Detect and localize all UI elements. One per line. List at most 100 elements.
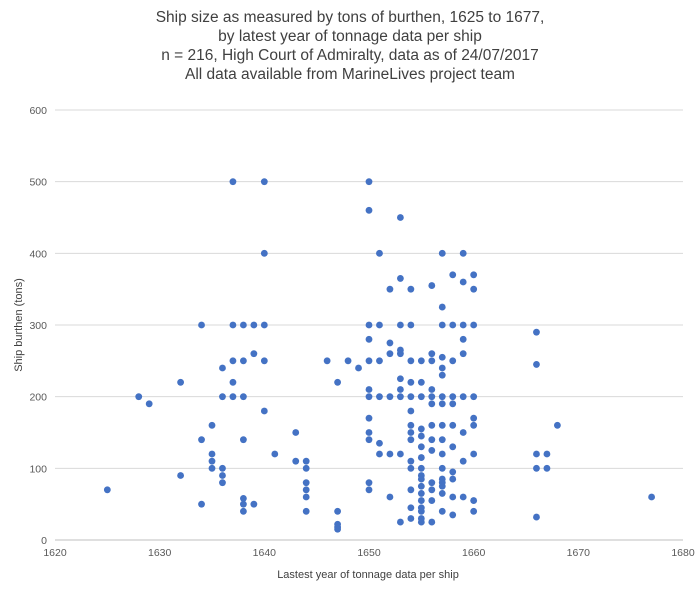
data-point	[449, 468, 457, 476]
data-point	[449, 400, 457, 408]
data-point	[470, 414, 478, 422]
y-tick-label: 300	[29, 320, 47, 332]
data-point	[648, 493, 655, 501]
data-point	[208, 464, 216, 472]
y-tick-label: 400	[29, 248, 47, 260]
data-point	[219, 464, 226, 472]
data-point	[438, 421, 446, 429]
data-point	[145, 400, 153, 408]
data-point	[240, 393, 247, 401]
data-point	[240, 436, 247, 444]
data-point	[407, 357, 415, 365]
data-point	[260, 178, 268, 186]
data-point	[428, 386, 436, 393]
data-point	[428, 518, 436, 526]
data-point	[334, 378, 341, 386]
data-point	[302, 507, 310, 515]
data-point	[407, 429, 415, 436]
data-point	[459, 350, 467, 358]
data-point	[417, 497, 425, 504]
data-point	[365, 479, 373, 487]
data-point	[271, 450, 279, 458]
y-tick-label: 0	[41, 535, 47, 547]
y-tick-label: 600	[29, 105, 47, 117]
data-point	[407, 457, 415, 465]
data-point	[417, 378, 425, 386]
x-tick-label: 1670	[567, 547, 591, 559]
data-point	[470, 321, 478, 329]
data-point	[417, 464, 425, 472]
data-point	[438, 303, 446, 311]
data-point	[449, 511, 457, 519]
data-point	[229, 393, 237, 401]
data-point	[417, 518, 425, 526]
data-point	[302, 457, 310, 465]
data-point	[135, 393, 143, 401]
data-point	[438, 436, 446, 444]
data-point	[229, 357, 237, 365]
data-point	[438, 450, 446, 458]
data-point	[417, 507, 425, 515]
data-point	[438, 464, 446, 472]
data-point	[459, 493, 467, 501]
chart-title-line-3: n = 216, High Court of Admiralty, data a…	[161, 47, 539, 64]
data-point	[355, 364, 362, 372]
data-point	[428, 400, 436, 408]
data-point	[292, 457, 300, 465]
data-point	[365, 436, 373, 444]
data-point	[397, 275, 404, 282]
data-point	[428, 497, 436, 504]
y-tick-label: 200	[29, 392, 47, 404]
data-point	[334, 525, 341, 533]
data-point	[459, 335, 467, 343]
data-point	[543, 464, 551, 472]
data-point	[417, 432, 425, 440]
data-point	[407, 285, 415, 293]
data-point	[302, 486, 310, 494]
data-point	[554, 421, 561, 429]
data-point	[397, 386, 404, 393]
data-point	[386, 285, 394, 293]
data-point	[470, 421, 478, 429]
data-point	[533, 450, 540, 458]
data-point	[302, 464, 310, 472]
data-point	[365, 414, 373, 422]
data-point	[376, 357, 383, 365]
data-point	[386, 450, 394, 458]
data-point	[219, 364, 226, 372]
data-point	[365, 206, 373, 214]
data-point	[438, 364, 446, 372]
data-point	[240, 321, 247, 329]
data-point	[365, 393, 373, 401]
data-point	[417, 482, 425, 490]
data-point	[417, 475, 425, 483]
data-point	[407, 393, 415, 401]
x-tick-label: 1620	[43, 547, 67, 559]
data-point	[397, 214, 404, 221]
data-point	[376, 321, 383, 329]
data-point	[417, 490, 425, 497]
x-tick-label: 1640	[253, 547, 277, 559]
data-point	[438, 321, 446, 329]
x-tick-label: 1630	[148, 547, 172, 559]
data-point	[428, 447, 436, 454]
y-axis-title: Ship burthen (tons)	[13, 278, 25, 372]
x-tick-label: 1660	[462, 547, 486, 559]
data-point	[533, 513, 540, 521]
data-point	[260, 357, 268, 365]
data-point	[365, 321, 373, 329]
data-point	[365, 357, 373, 365]
data-point	[428, 350, 436, 358]
y-tick-label: 500	[29, 177, 47, 189]
data-point	[459, 457, 467, 465]
data-point	[438, 249, 446, 257]
data-point	[407, 436, 415, 444]
x-tick-label: 1680	[671, 547, 695, 559]
data-point	[103, 486, 111, 494]
data-point	[428, 479, 436, 487]
data-point	[449, 421, 457, 429]
data-point	[459, 393, 467, 401]
data-point	[386, 393, 394, 401]
data-point	[449, 493, 457, 501]
data-point	[428, 357, 436, 365]
